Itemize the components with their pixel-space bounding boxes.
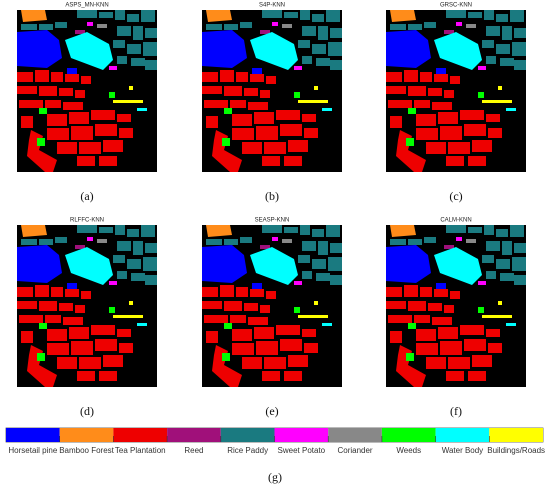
panel-title: S4P-KNN (259, 3, 285, 9)
legend-label: Tea Plantation (115, 446, 166, 455)
legend-label: Buildings/Roads (487, 446, 545, 455)
panel-title: CALM-KNN (440, 218, 471, 224)
legend-swatch (435, 428, 490, 442)
panel-caption: (e) (265, 404, 278, 418)
panel-caption: (c) (449, 189, 462, 203)
legend-label: Water Body (442, 446, 484, 455)
legend-swatch (167, 428, 221, 442)
legend-swatch (59, 428, 114, 442)
legend-swatch (113, 428, 168, 442)
legend-label: Sweet Potato (278, 446, 326, 455)
panel-title: RLFFC-KNN (70, 218, 104, 224)
legend-label: Coriander (337, 446, 372, 455)
legend-swatch (6, 428, 60, 442)
legend-swatch (489, 428, 543, 442)
legend-label: Weeds (396, 446, 421, 455)
legend-swatch (328, 428, 382, 442)
classification-map (17, 10, 157, 172)
classification-map (386, 10, 526, 172)
legend-swatch (220, 428, 275, 442)
panel-caption: (b) (265, 189, 279, 203)
legend-swatch (274, 428, 329, 442)
classification-map (202, 225, 342, 387)
legend-label: Rice Paddy (227, 446, 268, 455)
panel-title: ASPS_MN-KNN (65, 3, 108, 9)
panel-caption: (f) (450, 404, 462, 418)
panel-caption: (a) (80, 189, 93, 203)
panel-title: SEASP-KNN (255, 218, 290, 224)
panel-title: GRSC-KNN (440, 3, 472, 9)
panel-caption: (d) (80, 404, 94, 418)
classification-map (202, 10, 342, 172)
legend-caption: (g) (268, 470, 282, 484)
classification-map (17, 225, 157, 387)
legend-label: Reed (184, 446, 203, 455)
classification-map (386, 225, 526, 387)
legend-label: Bamboo Forest (59, 446, 114, 455)
legend-swatch (381, 428, 436, 442)
legend-label: Horsetail pine (8, 446, 57, 455)
